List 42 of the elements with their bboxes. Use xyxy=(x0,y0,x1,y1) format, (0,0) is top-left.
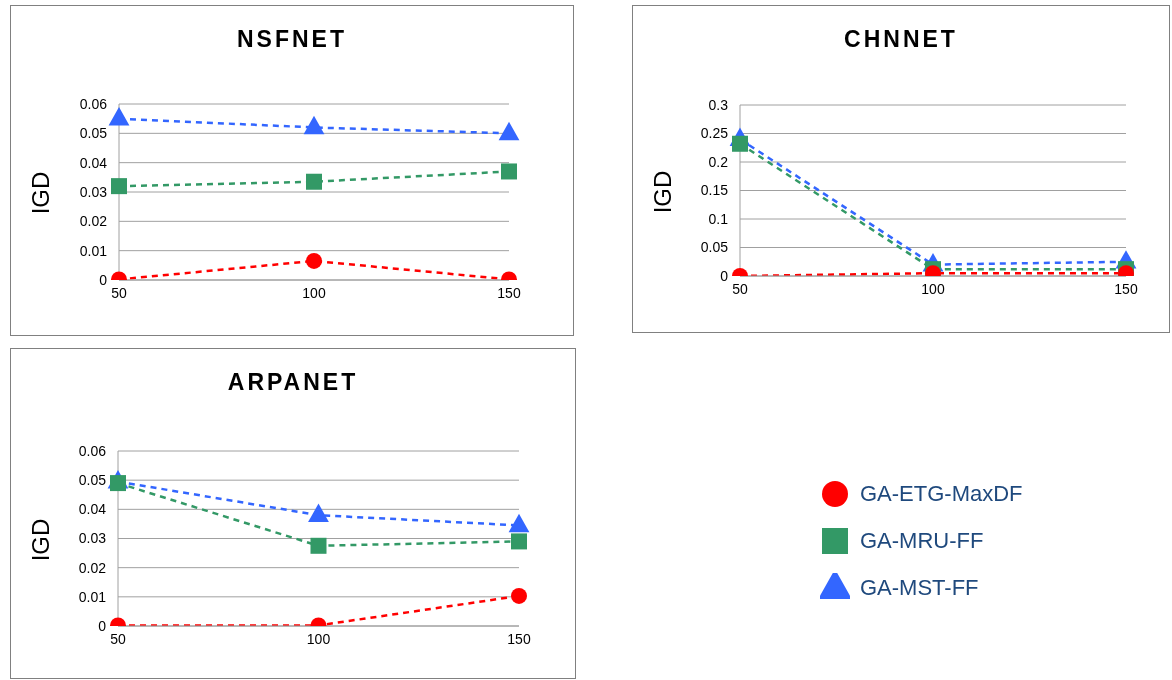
legend-label: GA-MST-FF xyxy=(860,574,979,601)
point xyxy=(732,135,748,152)
y-tick-label: 0.06 xyxy=(78,442,107,459)
y-tick-label: 0.03 xyxy=(79,183,108,200)
x-tick-label: 100 xyxy=(921,280,945,297)
y-tick-label: 0.06 xyxy=(79,95,108,112)
y-tick-label: 0.05 xyxy=(700,239,729,256)
y-tick-label: 0.3 xyxy=(708,96,729,113)
chart-title: ARPANET xyxy=(226,369,360,396)
y-tick-label: 0.05 xyxy=(79,125,108,142)
y-tick-label: 0.02 xyxy=(79,213,108,230)
point xyxy=(508,513,530,533)
x-tick-label: 50 xyxy=(732,280,748,297)
legend-label: GA-MRU-FF xyxy=(860,527,984,554)
y-tick-label: 0 xyxy=(98,617,107,634)
y-tick-label: 0.03 xyxy=(78,530,107,547)
y-tick-label: 0.25 xyxy=(700,125,729,142)
y-axis-title: IGD xyxy=(27,170,55,217)
x-tick-label: 50 xyxy=(111,284,127,301)
y-tick-label: 0 xyxy=(99,271,108,288)
y-tick-label: 0.04 xyxy=(79,154,108,171)
y-tick-label: 0 xyxy=(720,267,729,284)
y-tick-label: 0.1 xyxy=(708,210,729,227)
chart-title: CHNNET xyxy=(843,26,959,53)
x-tick-label: 100 xyxy=(306,630,331,647)
x-tick-label: 100 xyxy=(302,284,326,301)
x-tick-label: 150 xyxy=(497,284,521,301)
y-tick-label: 0.05 xyxy=(78,472,107,489)
y-tick-label: 0.2 xyxy=(708,153,729,170)
point xyxy=(308,503,329,522)
x-tick-label: 150 xyxy=(507,630,531,647)
x-tick-label: 50 xyxy=(110,630,126,647)
y-axis-title: IGD xyxy=(649,169,677,215)
y-tick-label: 0.15 xyxy=(700,182,729,199)
y-tick-label: 0.04 xyxy=(78,501,107,518)
y-tick-label: 0.01 xyxy=(78,588,107,605)
y-axis-title: IGD xyxy=(27,517,55,563)
chart-title: NSFNET xyxy=(236,26,348,53)
x-tick-label: 150 xyxy=(1114,280,1138,297)
y-tick-label: 0.02 xyxy=(78,559,107,576)
legend-label: GA-ETG-MaxDF xyxy=(860,480,1023,507)
y-tick-label: 0.01 xyxy=(79,242,108,259)
